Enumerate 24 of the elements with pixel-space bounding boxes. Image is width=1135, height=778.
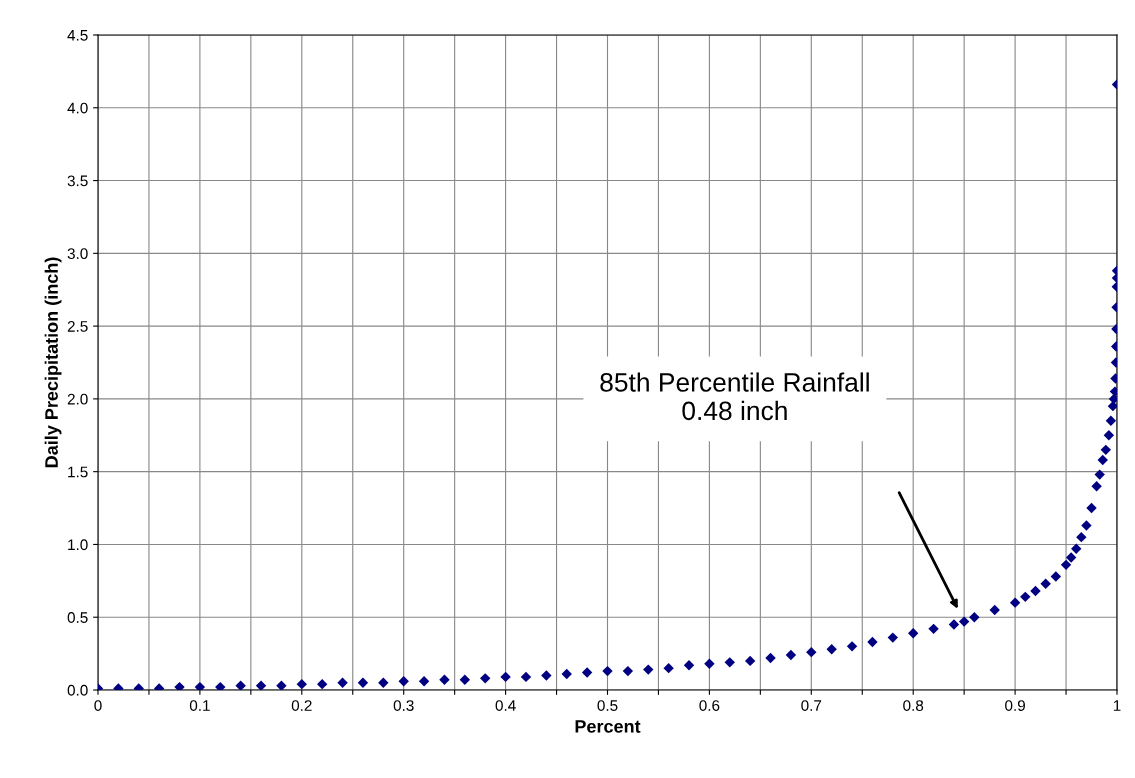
x-tick-label: 0: [94, 700, 102, 711]
y-tick-label: 3.5: [67, 175, 88, 187]
y-tick-label: 0.0: [67, 684, 88, 696]
y-tick-label: 1.5: [68, 466, 88, 478]
y-tick-label: 2.0: [67, 393, 88, 405]
y-tick-label: 4.0: [67, 102, 88, 114]
x-tick-label: 0.8: [903, 700, 924, 711]
x-tick-label: 0.9: [1005, 700, 1025, 711]
y-tick-label: 0.5: [67, 612, 88, 623]
y-axis-title: Daily Precipitation (inch): [44, 257, 62, 468]
y-tick-label: 1.0: [68, 539, 88, 551]
x-tick-label: 0.3: [393, 700, 414, 711]
y-tick-label: 2.5: [67, 320, 88, 332]
x-tick-label: 1: [1113, 700, 1121, 711]
x-tick-label: 0.1: [189, 700, 210, 711]
x-tick-label: 0.5: [597, 700, 618, 711]
annotation: 85th Percentile Rainfall 0.48 inch: [600, 372, 869, 421]
x-axis-title: Percent: [575, 720, 641, 733]
y-tick-label: 4.5: [67, 30, 88, 41]
x-tick-label: 0.7: [801, 700, 822, 711]
x-tick-label: 0.4: [495, 700, 516, 711]
y-tick-label: 3.0: [67, 248, 88, 260]
x-tick-label: 0.2: [291, 700, 312, 711]
x-tick-label: 0.6: [699, 700, 720, 711]
